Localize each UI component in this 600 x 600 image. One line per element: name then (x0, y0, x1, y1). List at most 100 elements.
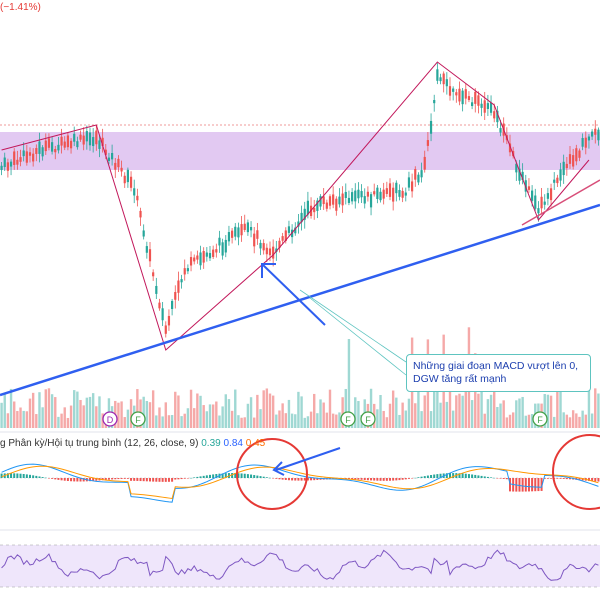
candle-body (354, 190, 357, 202)
macd-histogram-bar (63, 478, 66, 481)
volume-bar (199, 395, 202, 428)
macd-histogram-bar (587, 478, 590, 481)
macd-histogram-bar (540, 478, 543, 491)
candle-body (398, 189, 401, 197)
volume-bar (88, 396, 92, 428)
candle-body (477, 95, 480, 106)
volume-bar (167, 415, 171, 428)
macd-histogram-bar (370, 478, 373, 481)
macd-histogram-bar (382, 478, 385, 481)
volume-bar (508, 414, 512, 428)
macd-histogram-bar (556, 478, 559, 479)
candle-body (63, 141, 66, 148)
candle-body (259, 242, 262, 249)
volume-bar (313, 393, 316, 428)
candle-body (452, 88, 455, 92)
financials-marker[interactable]: F (360, 411, 376, 427)
volume-bar (41, 407, 44, 428)
candle-body (360, 191, 363, 198)
candle-body (499, 128, 502, 133)
macd-value: 0.84 (223, 438, 243, 449)
macd-histogram-bar (89, 478, 91, 482)
macd-histogram-bar (256, 475, 259, 478)
volume-bar (278, 410, 281, 428)
macd-histogram-bar (363, 478, 366, 481)
candle-body (297, 221, 300, 227)
candle-body (114, 162, 117, 170)
candle-body (117, 158, 120, 168)
candle-body (467, 96, 471, 101)
macd-histogram-bar (57, 478, 60, 480)
candle-body (85, 131, 88, 142)
volume-bar (82, 405, 85, 428)
dividend-marker[interactable]: D (102, 411, 118, 427)
candle-body (180, 279, 183, 283)
volume-bar (455, 395, 458, 428)
macd-legend-label: g Phân kỳ/Hội tụ trung bình (12, 26, clo… (0, 438, 199, 449)
macd-histogram-bar (13, 473, 16, 478)
macd-histogram-bar (452, 473, 455, 478)
macd-histogram-bar (546, 478, 549, 479)
candle-body (76, 141, 79, 148)
volume-bar (575, 413, 578, 428)
financials-marker[interactable]: F (532, 411, 548, 427)
svg-text:D: D (107, 415, 114, 425)
candle-body (515, 163, 518, 173)
candle-body (92, 137, 95, 147)
candle-body (448, 86, 452, 96)
candle-body (300, 212, 303, 223)
macd-histogram-bar (297, 478, 300, 481)
candlesticks (0, 62, 600, 338)
volume-bar (543, 394, 546, 428)
candle-body (174, 292, 177, 300)
macd-histogram-bar (354, 478, 357, 480)
macd-histogram-bar (253, 475, 256, 478)
macd-histogram-bar (114, 478, 117, 480)
volume-bar (546, 394, 550, 428)
volume-bar (297, 391, 300, 428)
volume-bar (6, 413, 10, 428)
volume-bar (480, 388, 483, 428)
macd-histogram-bar (155, 478, 158, 482)
macd-histogram-bar (76, 478, 79, 482)
macd-histogram-bar (212, 474, 215, 478)
macd-histogram-bar (82, 478, 85, 482)
macd-histogram-bar (180, 478, 183, 480)
candle-body (496, 110, 499, 123)
signal-value: 0.45 (245, 438, 266, 449)
macd-histogram-bar (269, 477, 271, 479)
arrow-annotation (261, 263, 326, 326)
volume-bar (85, 397, 89, 428)
candle-body (227, 232, 231, 242)
candle-body (587, 136, 591, 141)
candle-body (423, 156, 426, 170)
volume-bar (338, 412, 341, 428)
candle-body (281, 236, 284, 241)
macd-histogram-bar (44, 477, 47, 479)
macd-histogram-bar (111, 478, 114, 480)
candle-body (51, 142, 54, 152)
candle-body (278, 240, 281, 248)
financials-marker[interactable]: F (130, 411, 146, 427)
volume-bar (129, 399, 133, 428)
volume-bar (60, 413, 63, 428)
volume-bar (120, 401, 123, 428)
macd-histogram-bar (417, 477, 420, 478)
candle-body (82, 135, 85, 145)
candle-body (584, 137, 587, 148)
volume-bar (145, 400, 149, 428)
candle-body (553, 179, 556, 183)
volume-bar (401, 402, 404, 428)
volume-bar (224, 394, 227, 428)
financials-marker[interactable]: F (340, 411, 356, 427)
volume-bar (587, 388, 591, 428)
volume-bar (391, 390, 395, 428)
candle-body (139, 210, 142, 218)
macd-histogram-bar (366, 478, 369, 481)
macd-histogram-bar (379, 478, 382, 481)
volume-bar (161, 416, 164, 428)
candle-body (215, 249, 218, 253)
macd-histogram-bar (240, 473, 243, 478)
